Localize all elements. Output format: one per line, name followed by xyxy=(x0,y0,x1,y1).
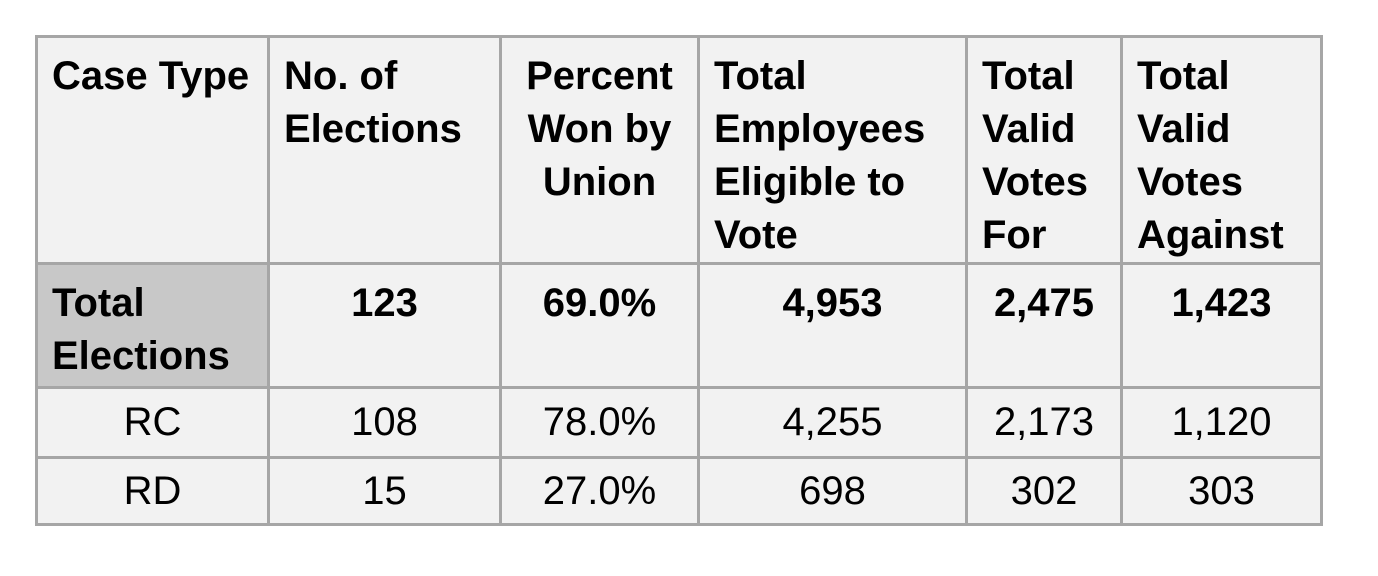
table-row-rd: RD 15 27.0% 698 302 303 xyxy=(35,456,1323,526)
total-votes-for: 2,475 xyxy=(965,262,1123,389)
total-votes-against: 1,423 xyxy=(1120,262,1323,389)
total-employees-eligible: 4,953 xyxy=(697,262,968,389)
employees-eligible-cell: 4,255 xyxy=(697,386,968,459)
no-of-elections-cell: 15 xyxy=(267,456,502,526)
total-label: Total Elections xyxy=(35,262,270,389)
total-row: Total Elections 123 69.0% 4,953 2,475 1,… xyxy=(35,262,1323,389)
no-of-elections-cell: 108 xyxy=(267,386,502,459)
percent-won-cell: 78.0% xyxy=(499,386,700,459)
case-type-cell: RD xyxy=(35,456,270,526)
header-case-type: Case Type xyxy=(35,35,270,265)
header-percent-won: Percent Won by Union xyxy=(499,35,700,265)
case-type-cell: RC xyxy=(35,386,270,459)
votes-for-cell: 2,173 xyxy=(965,386,1123,459)
header-row: Case Type No. of Elections Percent Won b… xyxy=(35,35,1323,265)
election-results-table: Case Type No. of Elections Percent Won b… xyxy=(35,35,1323,526)
header-no-of-elections: No. of Elections xyxy=(267,35,502,265)
header-total-employees-eligible: Total Employees Eligible to Vote xyxy=(697,35,968,265)
total-no-of-elections: 123 xyxy=(267,262,502,389)
employees-eligible-cell: 698 xyxy=(697,456,968,526)
table-row-rc: RC 108 78.0% 4,255 2,173 1,120 xyxy=(35,386,1323,459)
percent-won-cell: 27.0% xyxy=(499,456,700,526)
total-percent-won: 69.0% xyxy=(499,262,700,389)
header-votes-for: Total Valid Votes For xyxy=(965,35,1123,265)
votes-against-cell: 1,120 xyxy=(1120,386,1323,459)
header-votes-against: Total Valid Votes Against xyxy=(1120,35,1323,265)
votes-against-cell: 303 xyxy=(1120,456,1323,526)
votes-for-cell: 302 xyxy=(965,456,1123,526)
